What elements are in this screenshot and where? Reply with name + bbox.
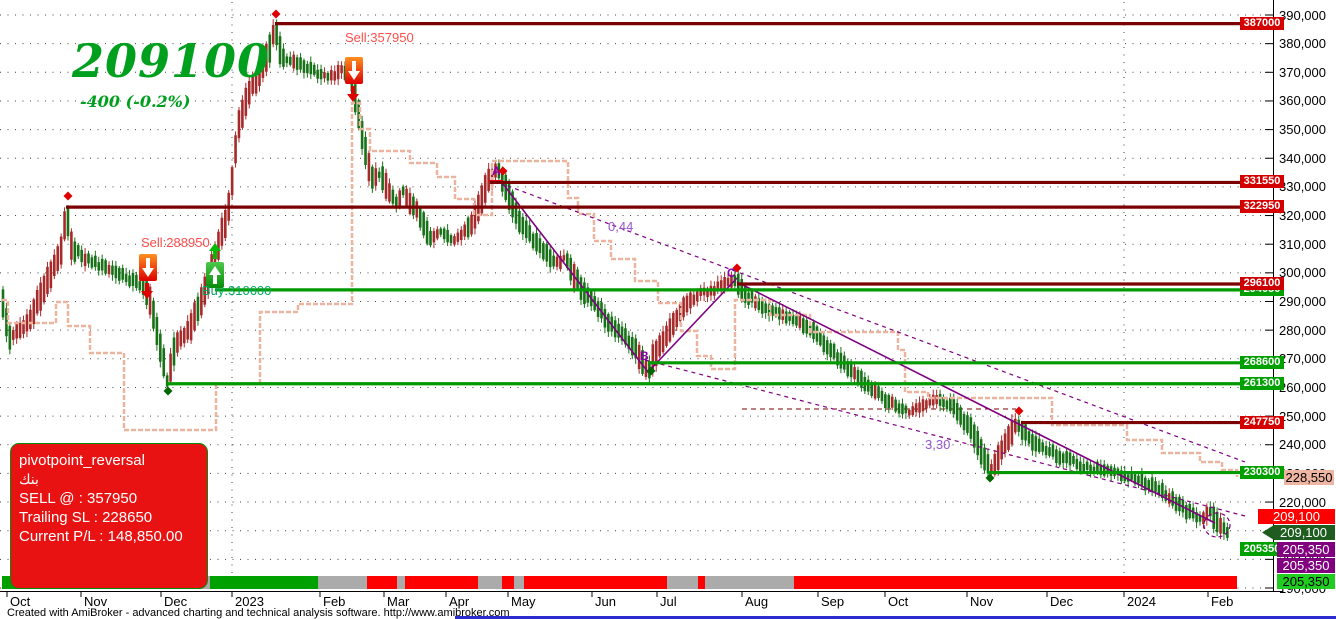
sell-signal-marker <box>345 57 363 84</box>
pivot-diamond-red <box>498 166 508 176</box>
sell-arrow-icon <box>347 86 359 102</box>
pivot-diamond-green <box>646 366 656 376</box>
trailing-stop-line[interactable] <box>2 101 1239 477</box>
highlight-ellipse[interactable] <box>1203 512 1231 538</box>
current-pl-line: Current P/L : 148,850.00 <box>19 528 183 545</box>
buy-arrow-icon <box>209 243 221 259</box>
strategy-name: pivotpoint_reversal <box>19 452 145 469</box>
pivot-diamond-green <box>985 473 995 483</box>
pivot-diamond-green <box>163 386 173 396</box>
pivot-diamond-red <box>732 263 742 273</box>
sell-signal-marker <box>139 254 157 281</box>
trailing-sl-line: Trailing SL : 228650 <box>19 509 153 526</box>
pivot-diamond-red <box>63 191 73 201</box>
sell-at-line: SELL @ : 357950 <box>19 490 138 507</box>
symbol-name: بنك <box>19 471 39 487</box>
grid <box>0 2 1273 591</box>
sell-arrow-icon <box>141 283 153 299</box>
strategy-info-box[interactable]: pivotpoint_reversal بنك SELL @ : 357950 … <box>10 443 208 589</box>
trendline-solid-1[interactable] <box>736 281 1216 524</box>
buy-signal-marker <box>206 262 224 288</box>
trendline-solid-0[interactable] <box>499 179 738 374</box>
pivot-diamond-red <box>271 9 281 19</box>
window-border-strip <box>455 616 1336 619</box>
pivot-diamond-red <box>1014 406 1024 416</box>
